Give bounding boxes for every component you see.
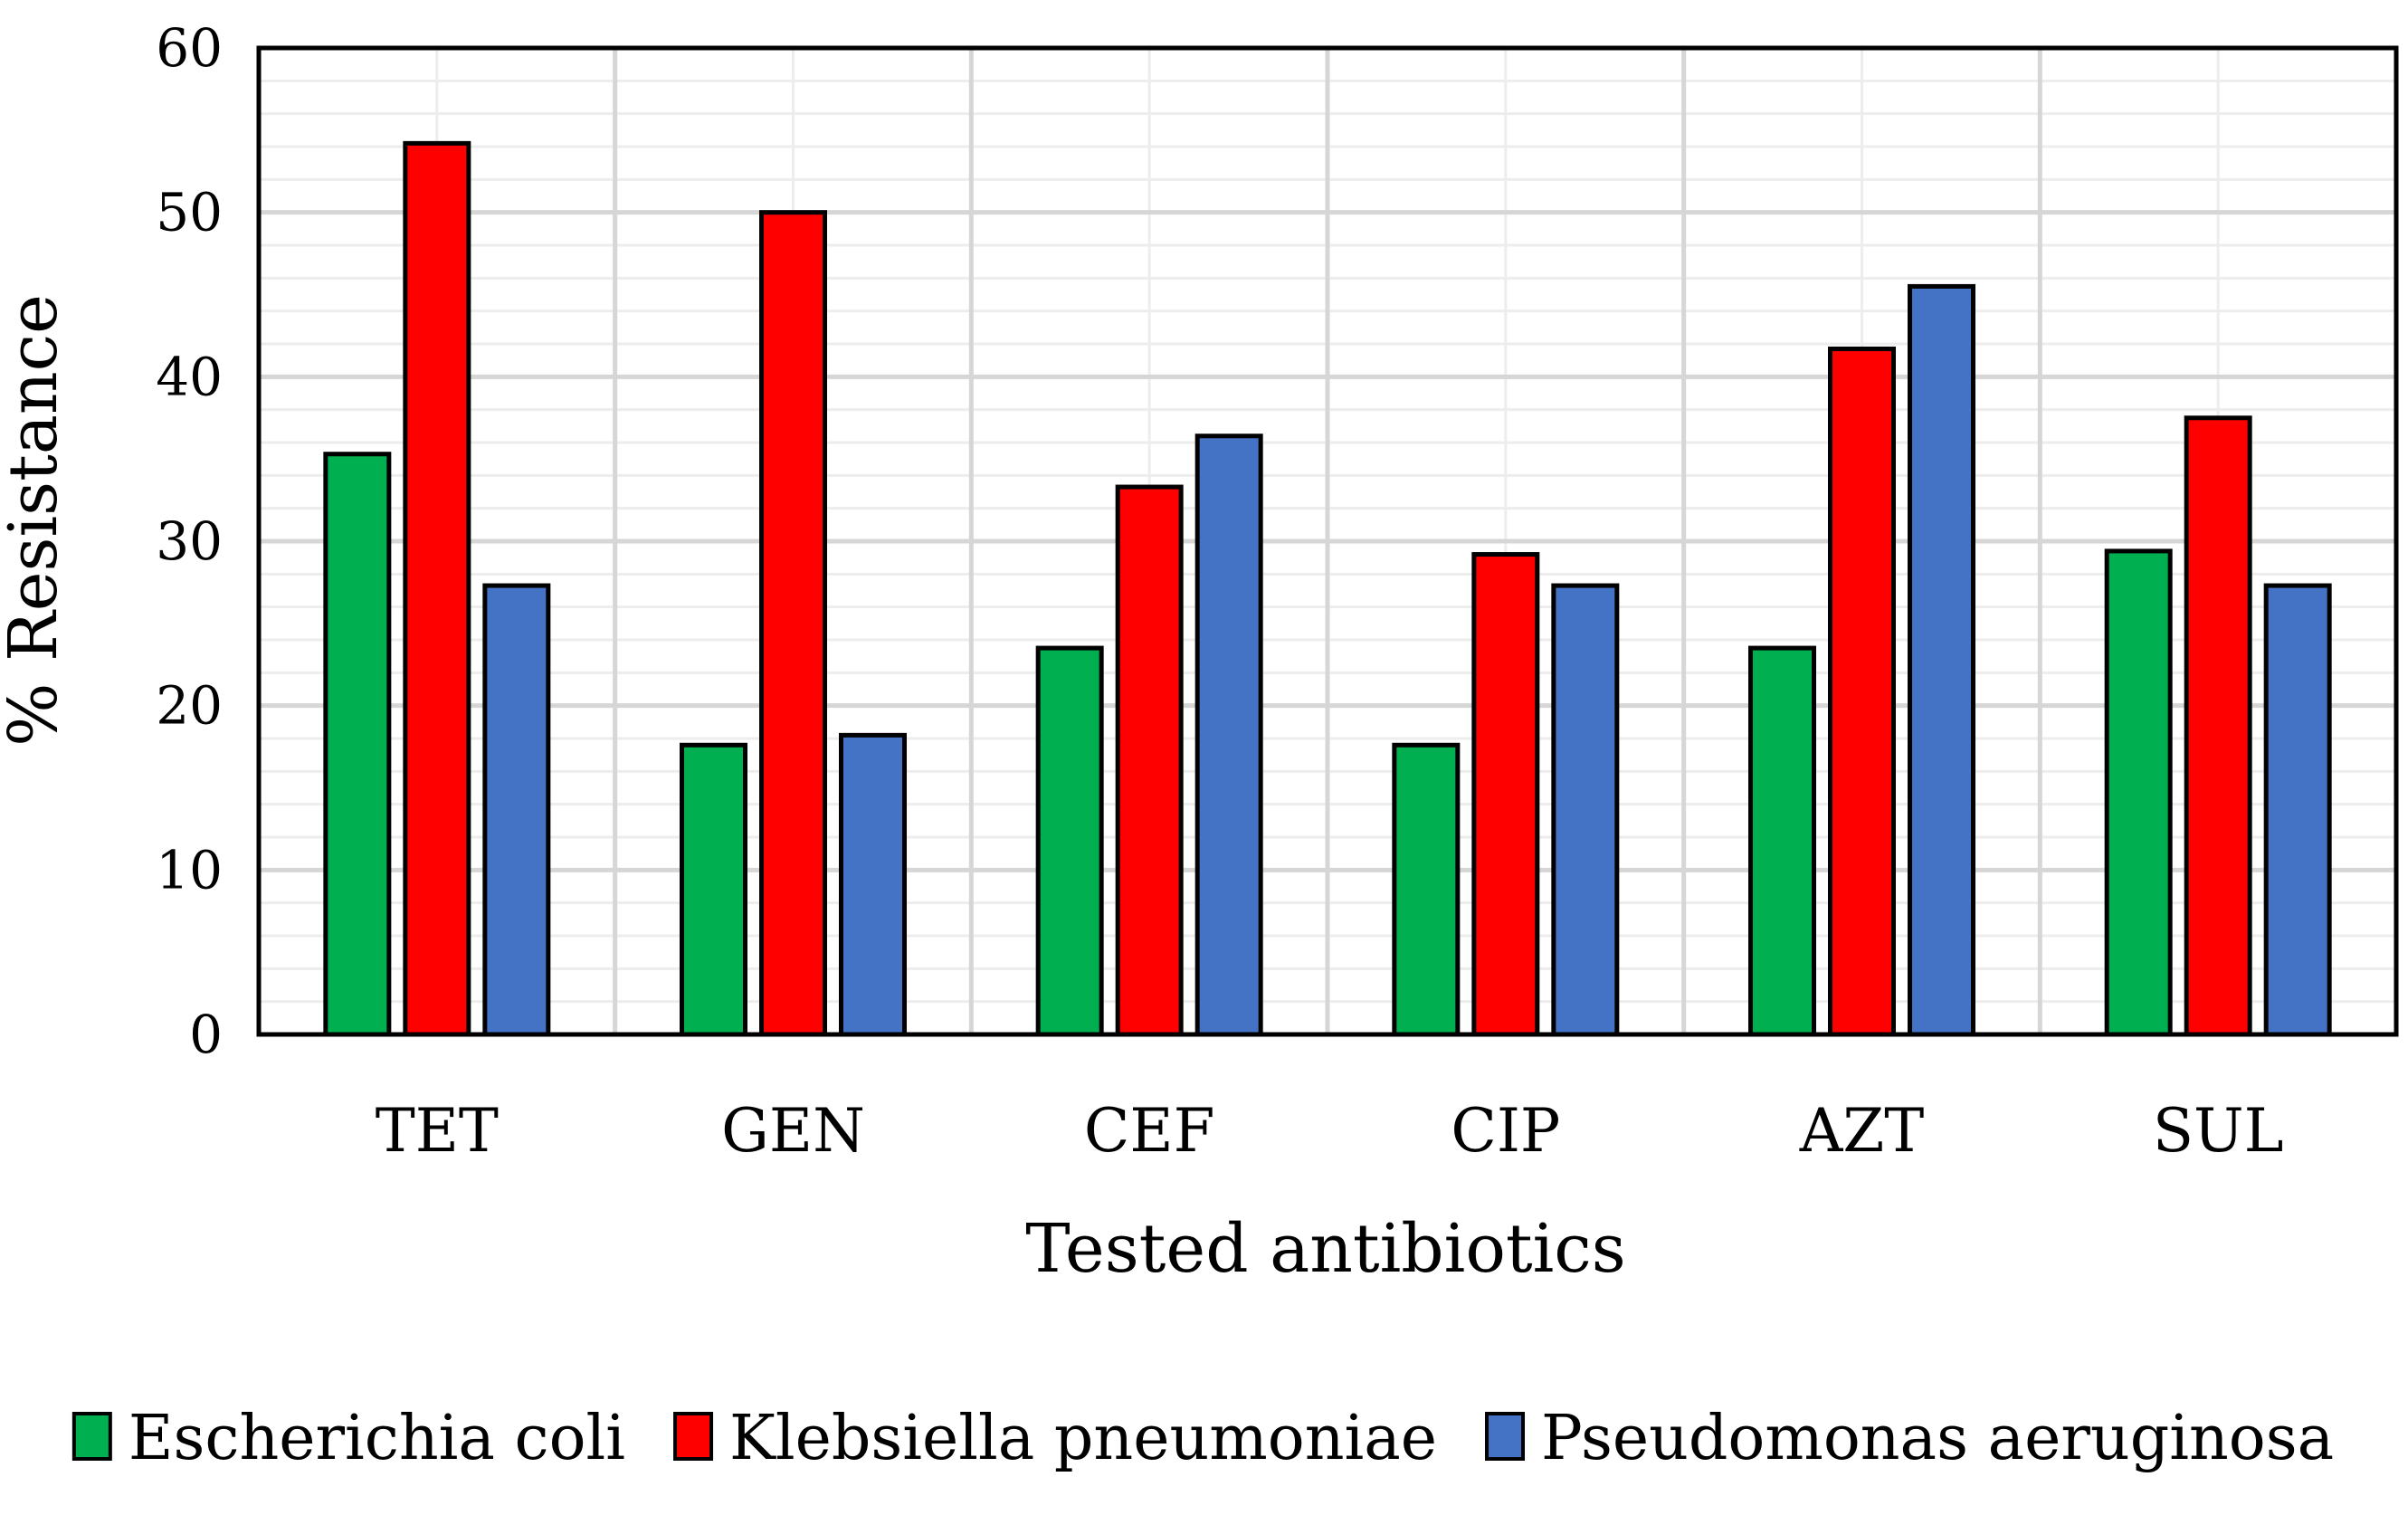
axis-labels: 0 10 20 30 40 50 60 TET GEN CEF CIP AZT SUL [156,17,2283,1166]
y-tick-label: 30 [156,510,223,572]
legend: Escherichia coli Klebsiella pneumoniae Pse… [71,1403,2334,1474]
y-tick-label: 60 [156,17,223,79]
bar-azt-3 [1908,283,1975,1037]
axes [256,45,2399,1037]
bar-azt-2 [1828,346,1896,1037]
bar-gen-2 [759,210,827,1037]
x-tick-label: TET [376,1096,499,1166]
legend-swatch [673,1412,714,1461]
legend-label: Klebsiella pneumoniae [729,1403,1437,1474]
legend-swatch [1485,1412,1526,1461]
x-tick-label: AZT [1799,1096,1925,1166]
x-tick-label: SUL [2153,1096,2284,1166]
y-tick-label: 0 [189,1004,223,1065]
bar-cip-3 [1551,583,1620,1037]
legend-label: Escherichia coli [128,1403,625,1474]
bar-tet-1 [323,452,392,1037]
y-tick-label: 10 [156,839,223,900]
bar-azt-1 [1748,645,1816,1037]
y-tick-label: 50 [156,182,223,243]
bar-gen-1 [680,742,747,1037]
legend-swatch [71,1412,112,1461]
bar-sul-2 [2184,415,2252,1037]
bar-sul-3 [2263,583,2332,1037]
bar-cef-2 [1115,484,1184,1037]
gridlines [259,48,2396,1034]
bar-cef-3 [1194,434,1263,1037]
bar-cip-1 [1392,742,1461,1037]
bar-sul-1 [2104,548,2173,1037]
y-tick-label: 20 [156,675,223,737]
y-tick-label: 40 [156,346,223,407]
x-tick-label: CEF [1084,1096,1214,1166]
plot-frame [256,45,2399,1037]
bar-cip-2 [1471,552,1540,1037]
bar-gen-3 [839,732,907,1037]
x-axis-title: Tested antibiotics [1025,1210,1625,1288]
legend-label: Pseudomonas aeruginosa [1541,1403,2334,1474]
bar-cef-1 [1035,645,1104,1037]
x-tick-label: GEN [721,1096,865,1166]
y-axis-title: % Resistance [0,294,72,747]
x-tick-label: CIP [1451,1096,1560,1166]
bar-tet-2 [403,140,471,1037]
bar-tet-3 [482,583,551,1037]
